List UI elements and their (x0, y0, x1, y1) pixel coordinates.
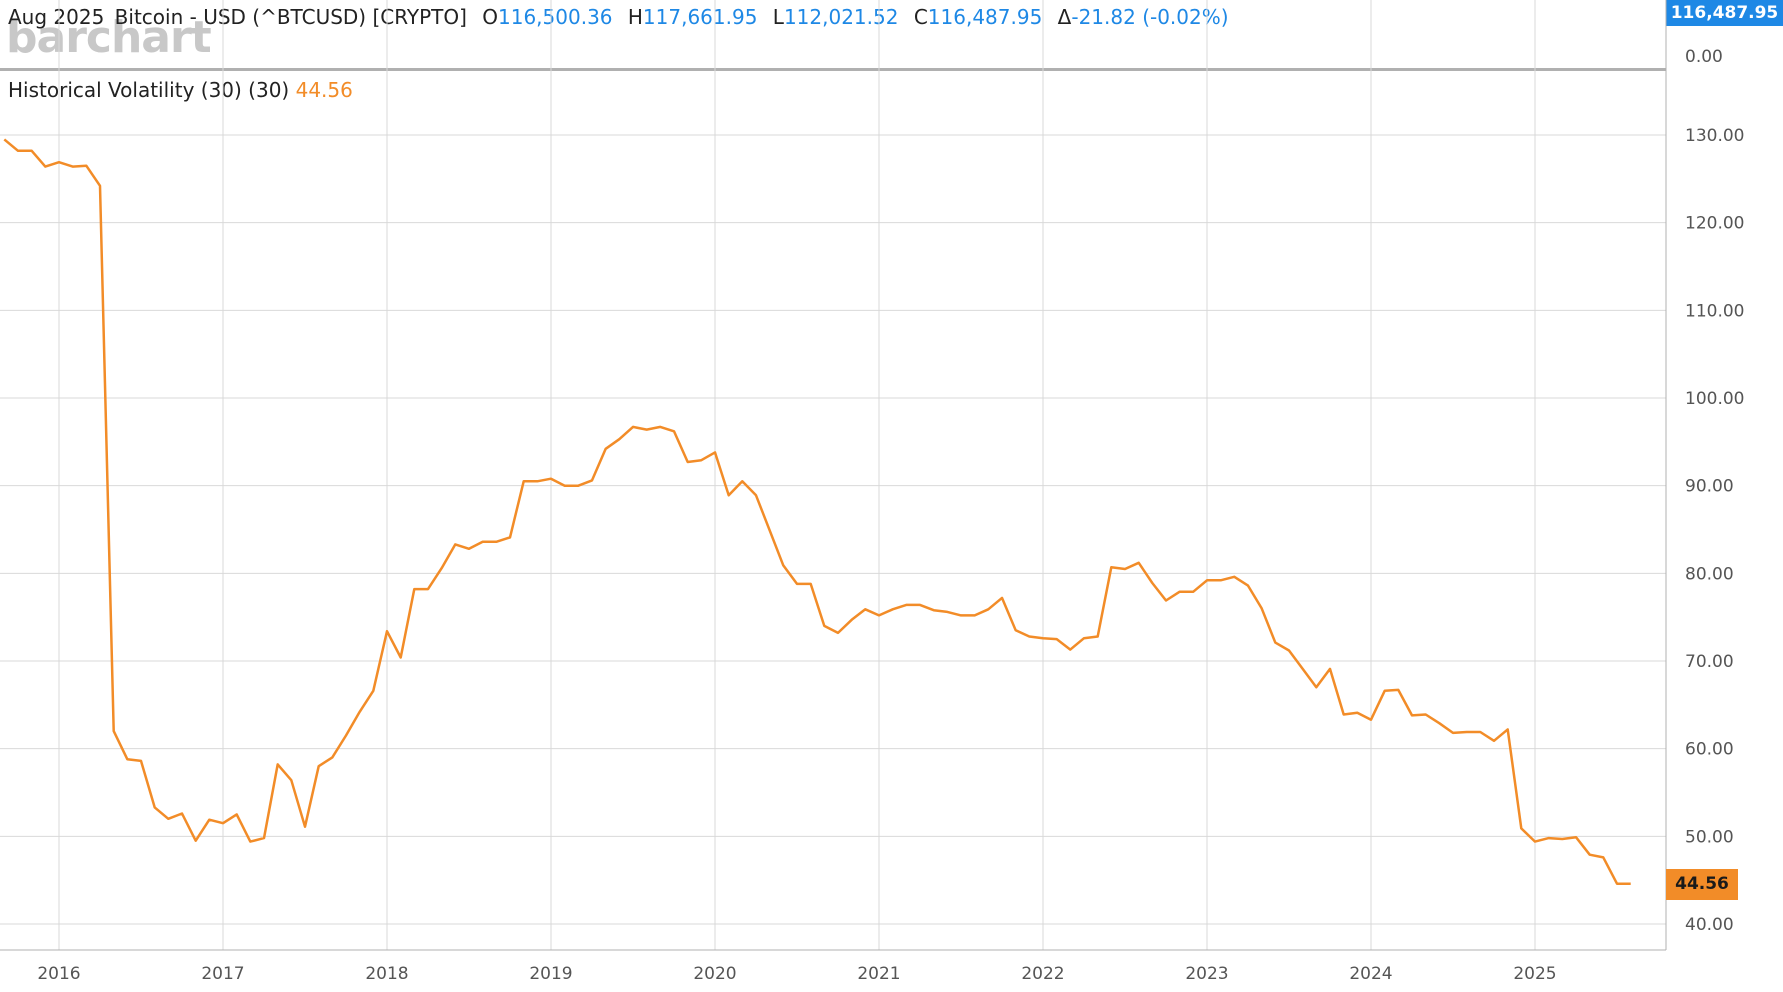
y-tick-label: 70.00 (1685, 652, 1734, 672)
high-label: H (627, 5, 643, 29)
quote-header: Aug 2025 Bitcoin - USD (^BTCUSD) [CRYPTO… (8, 2, 1229, 32)
open-value: 116,500.36 (498, 5, 613, 29)
x-tick-label: 2025 (1513, 964, 1556, 984)
y-tick-label: 40.00 (1685, 915, 1734, 935)
study-legend[interactable]: Historical Volatility (30) (30) 44.56 (8, 75, 353, 105)
change-label: Δ (1057, 5, 1072, 29)
x-tick-label: 2024 (1349, 964, 1392, 984)
y-tick-label: 120.00 (1685, 214, 1744, 234)
x-tick-label: 2019 (529, 964, 572, 984)
last-value-badge: 44.56 (1666, 869, 1738, 900)
x-tick-label: 2021 (857, 964, 900, 984)
price-axis-label: 0.00 (1685, 47, 1723, 67)
x-tick-label: 2020 (693, 964, 736, 984)
y-tick-label: 130.00 (1685, 126, 1744, 146)
pane-divider[interactable] (0, 68, 1666, 71)
y-tick-label: 90.00 (1685, 477, 1734, 497)
study-name: Historical Volatility (30) (30) (8, 78, 290, 102)
high-value: 117,661.95 (642, 5, 758, 29)
x-tick-label: 2023 (1185, 964, 1228, 984)
low-label: L (772, 5, 784, 29)
barchart-logo: barchart (6, 12, 212, 63)
x-tick-label: 2017 (201, 964, 244, 984)
y-tick-label: 100.00 (1685, 389, 1744, 409)
open-label: O (482, 5, 498, 29)
period-label: Aug 2025 (8, 5, 105, 29)
volatility-series-line (3, 138, 1631, 885)
y-tick-label: 110.00 (1685, 301, 1744, 321)
change-value: -21.82 (-0.02%) (1071, 5, 1229, 29)
y-tick-label: 60.00 (1685, 740, 1734, 760)
last-price-badge: 116,487.95 (1666, 0, 1783, 26)
y-tick-label: 80.00 (1685, 564, 1734, 584)
symbol-label: Bitcoin - USD (^BTCUSD) [CRYPTO] (114, 5, 467, 29)
close-value: 116,487.95 (927, 5, 1043, 29)
y-tick-label: 50.00 (1685, 827, 1734, 847)
x-tick-label: 2016 (37, 964, 80, 984)
x-tick-label: 2018 (365, 964, 408, 984)
x-tick-label: 2022 (1021, 964, 1064, 984)
study-value: 44.56 (295, 78, 353, 102)
close-label: C (913, 5, 928, 29)
